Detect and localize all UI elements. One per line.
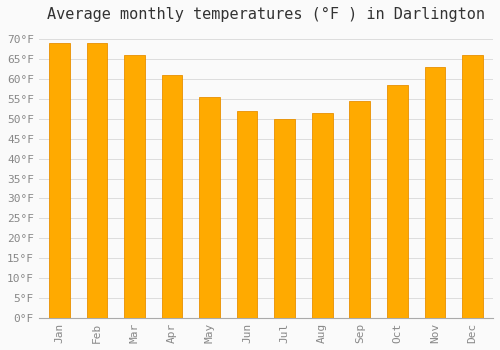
Bar [424, 67, 445, 318]
Bar [237, 111, 258, 318]
Bar [162, 75, 182, 318]
Bar [350, 101, 370, 318]
Bar [387, 85, 407, 318]
Title: Average monthly temperatures (°F ) in Darlington: Average monthly temperatures (°F ) in Da… [47, 7, 485, 22]
Bar [274, 119, 295, 318]
Bar [312, 113, 332, 318]
Bar [462, 55, 482, 318]
Bar [86, 43, 108, 318]
Bar [124, 55, 145, 318]
Bar [49, 43, 70, 318]
Bar [200, 97, 220, 318]
